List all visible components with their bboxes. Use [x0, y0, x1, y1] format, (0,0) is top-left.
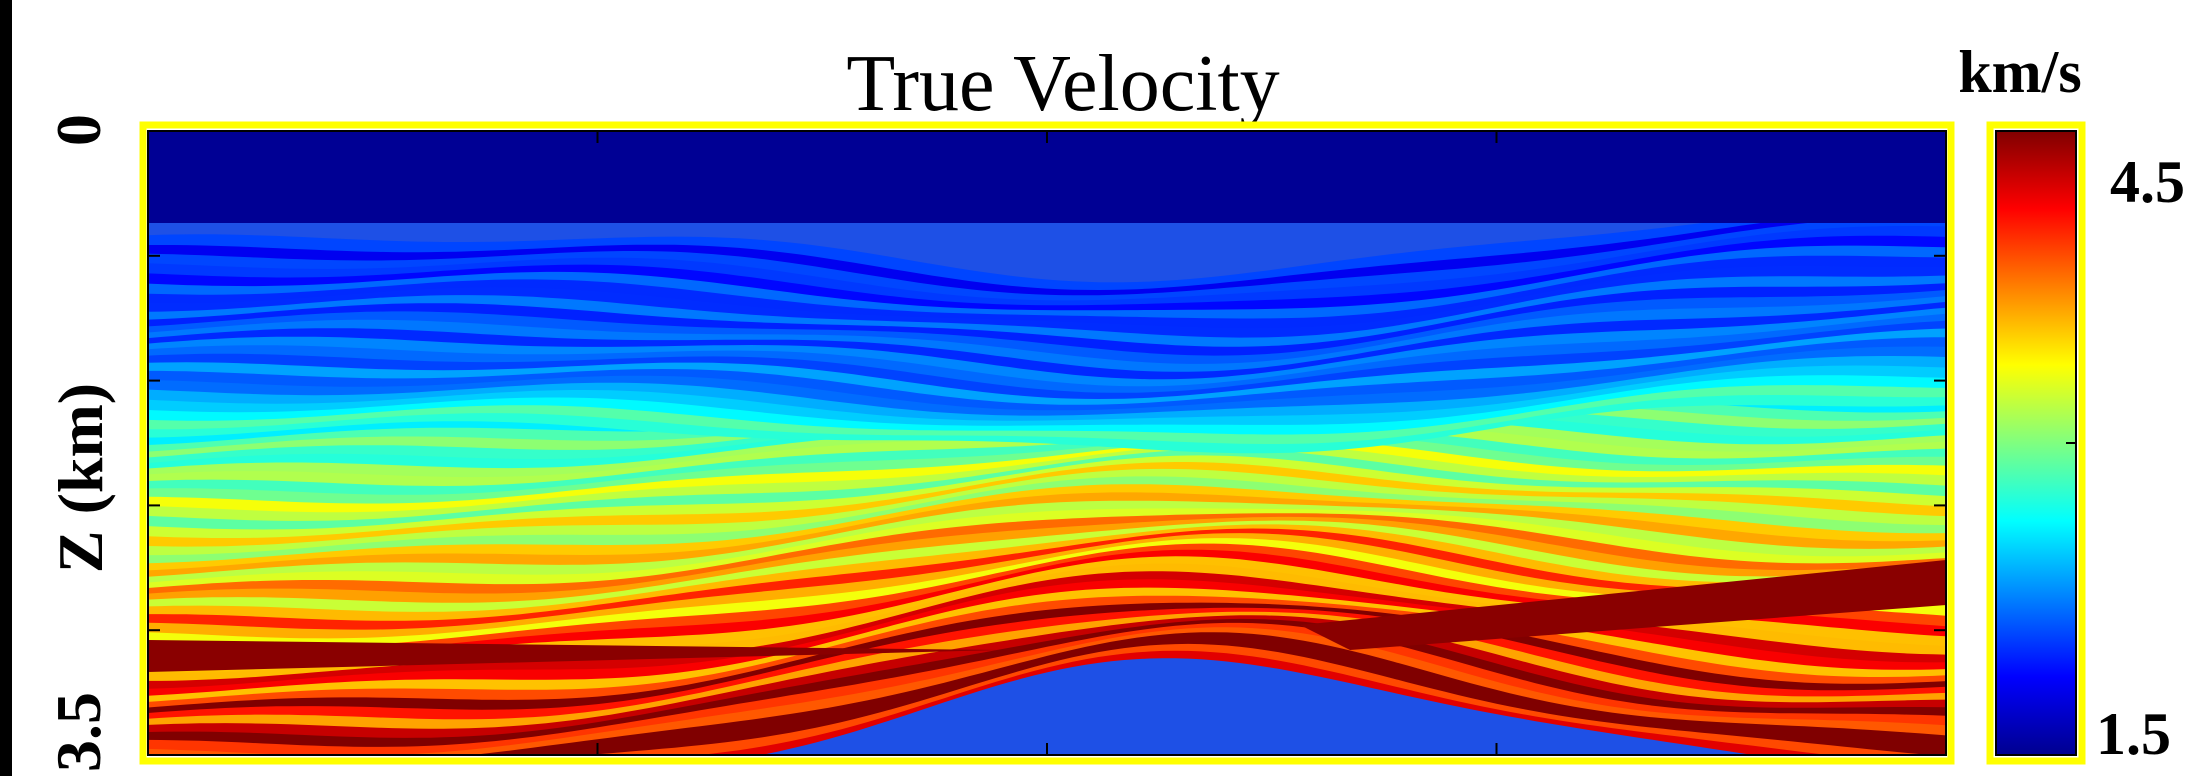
left-border-rule [0, 0, 12, 776]
chart-title: True Velocity [846, 40, 1279, 128]
colorbar-max-label: 4.5 [2110, 149, 2185, 215]
colorbar-unit-label: km/s [1958, 39, 2081, 105]
y-tick-label-bottom: 3.5 [43, 692, 114, 772]
velocity-image [148, 131, 1946, 755]
colorbar-min-label: 1.5 [2096, 701, 2171, 767]
y-tick-label-top: 0 [43, 114, 114, 146]
y-axis-label: Z (km) [45, 383, 116, 573]
colorbar [1995, 130, 2077, 756]
axis-ticks [148, 131, 1946, 755]
colorbar-highlight-frame [1986, 121, 2086, 765]
plot-highlight-frame [139, 121, 1955, 765]
